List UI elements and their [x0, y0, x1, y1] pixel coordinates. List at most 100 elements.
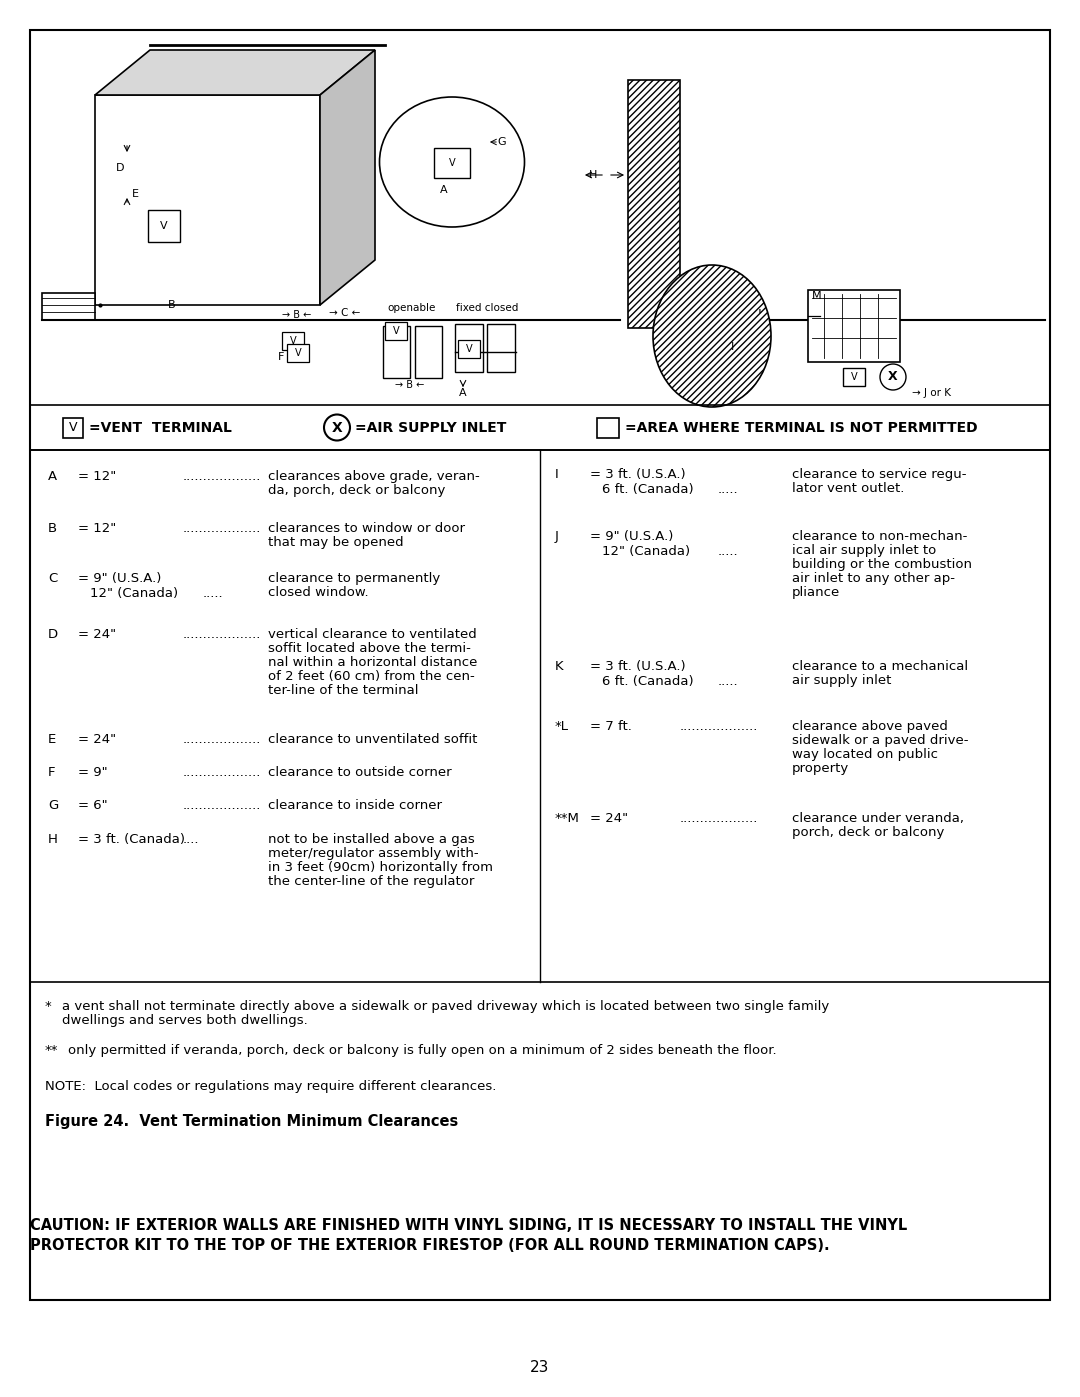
Text: 6 ft. (Canada): 6 ft. (Canada): [602, 483, 693, 496]
Text: ': ': [758, 307, 761, 321]
Text: not to be installed above a gas: not to be installed above a gas: [268, 833, 475, 847]
Text: nal within a horizontal distance: nal within a horizontal distance: [268, 657, 477, 669]
Text: .....: .....: [203, 587, 224, 599]
Text: air inlet to any other ap-: air inlet to any other ap-: [792, 571, 955, 585]
Text: Figure 24.  Vent Termination Minimum Clearances: Figure 24. Vent Termination Minimum Clea…: [45, 1113, 458, 1129]
Text: = 12": = 12": [78, 522, 117, 535]
Text: → B ←: → B ←: [282, 310, 312, 320]
Text: property: property: [792, 761, 849, 775]
Text: = 9": = 9": [78, 766, 108, 780]
Text: soffit located above the termi-: soffit located above the termi-: [268, 643, 471, 655]
Text: *L: *L: [555, 719, 569, 733]
Text: A: A: [441, 184, 448, 196]
Text: 12" (Canada): 12" (Canada): [602, 545, 690, 557]
Text: ...................: ...................: [183, 629, 261, 641]
Text: E: E: [132, 189, 138, 198]
Text: A: A: [459, 388, 467, 398]
Text: only permitted if veranda, porch, deck or balcony is fully open on a minimum of : only permitted if veranda, porch, deck o…: [68, 1044, 777, 1058]
Text: =AREA WHERE TERMINAL IS NOT PERMITTED: =AREA WHERE TERMINAL IS NOT PERMITTED: [625, 420, 977, 434]
Text: 12" (Canada): 12" (Canada): [90, 587, 178, 599]
Text: = 3 ft. (U.S.A.): = 3 ft. (U.S.A.): [590, 659, 686, 673]
Text: G: G: [498, 137, 507, 147]
Text: J: J: [555, 529, 558, 543]
Text: V: V: [160, 221, 167, 231]
Text: ...................: ...................: [680, 719, 758, 733]
Text: = 24": = 24": [590, 812, 629, 826]
Text: that may be opened: that may be opened: [268, 536, 404, 549]
Text: V: V: [289, 337, 296, 346]
Text: V: V: [393, 326, 400, 337]
Text: ...................: ...................: [183, 469, 261, 483]
Circle shape: [880, 365, 906, 390]
Text: V: V: [465, 344, 472, 353]
Text: = 7 ft.: = 7 ft.: [590, 719, 632, 733]
Text: = 9" (U.S.A.): = 9" (U.S.A.): [590, 529, 673, 543]
Text: of 2 feet (60 cm) from the cen-: of 2 feet (60 cm) from the cen-: [268, 671, 475, 683]
Text: = 9" (U.S.A.): = 9" (U.S.A.): [78, 571, 161, 585]
Text: PROTECTOR KIT TO THE TOP OF THE EXTERIOR FIRESTOP (FOR ALL ROUND TERMINATION CAP: PROTECTOR KIT TO THE TOP OF THE EXTERIOR…: [30, 1238, 829, 1253]
Bar: [458, 339, 480, 358]
Text: 6 ft. (Canada): 6 ft. (Canada): [602, 675, 693, 687]
Text: = 3 ft. (U.S.A.): = 3 ft. (U.S.A.): [590, 468, 686, 481]
Text: I: I: [731, 342, 734, 352]
Text: clearance to a mechanical: clearance to a mechanical: [792, 659, 968, 673]
Text: in 3 feet (90cm) horizontally from: in 3 feet (90cm) horizontally from: [268, 861, 492, 875]
Text: vertical clearance to ventilated: vertical clearance to ventilated: [268, 629, 476, 641]
Text: ...................: ...................: [183, 799, 261, 812]
Text: dwellings and serves both dwellings.: dwellings and serves both dwellings.: [62, 1014, 308, 1027]
Text: clearance to unventilated soffit: clearance to unventilated soffit: [268, 733, 477, 746]
Text: ...................: ...................: [183, 733, 261, 746]
Text: clearance under veranda,: clearance under veranda,: [792, 812, 964, 826]
Ellipse shape: [379, 96, 525, 226]
Text: *: *: [45, 1000, 52, 1013]
Text: = 12": = 12": [78, 469, 117, 483]
Bar: [287, 344, 309, 362]
Text: D: D: [116, 163, 124, 173]
Text: air supply inlet: air supply inlet: [792, 673, 891, 687]
Text: .....: .....: [718, 483, 739, 496]
Text: = 3 ft. (Canada): = 3 ft. (Canada): [78, 833, 185, 847]
Bar: [808, 291, 900, 362]
Bar: [415, 326, 442, 379]
Text: way located on public: way located on public: [792, 747, 939, 761]
Text: V: V: [295, 348, 301, 358]
Text: clearance to permanently: clearance to permanently: [268, 571, 441, 585]
Text: C: C: [48, 571, 57, 585]
Bar: [597, 418, 619, 437]
Text: CAUTION: IF EXTERIOR WALLS ARE FINISHED WITH VINYL SIDING, IT IS NECESSARY TO IN: CAUTION: IF EXTERIOR WALLS ARE FINISHED …: [30, 1218, 907, 1234]
Text: H: H: [48, 833, 58, 847]
Text: → C ←: → C ←: [329, 307, 361, 319]
Bar: [383, 326, 410, 379]
Text: the center-line of the regulator: the center-line of the regulator: [268, 875, 474, 888]
Bar: [63, 418, 83, 437]
Bar: [455, 324, 483, 372]
Ellipse shape: [653, 265, 771, 407]
Text: clearance to inside corner: clearance to inside corner: [268, 799, 442, 812]
Bar: [282, 332, 303, 351]
Text: **: **: [45, 1044, 58, 1058]
Polygon shape: [42, 293, 95, 320]
Text: F: F: [48, 766, 55, 780]
Text: H: H: [589, 170, 597, 180]
Text: ical air supply inlet to: ical air supply inlet to: [792, 543, 936, 557]
Text: ...................: ...................: [183, 766, 261, 780]
Text: I: I: [555, 468, 558, 481]
Text: sidewalk or a paved drive-: sidewalk or a paved drive-: [792, 733, 969, 747]
Bar: [843, 367, 865, 386]
Text: .....: .....: [718, 675, 739, 687]
Text: A: A: [48, 469, 57, 483]
Text: V: V: [448, 158, 456, 168]
Text: D: D: [48, 629, 58, 641]
Text: 23: 23: [530, 1361, 550, 1376]
Text: clearance to non-mechan-: clearance to non-mechan-: [792, 529, 968, 543]
Text: clearance to outside corner: clearance to outside corner: [268, 766, 451, 780]
Polygon shape: [320, 50, 375, 305]
Text: = 24": = 24": [78, 733, 117, 746]
Text: G: G: [48, 799, 58, 812]
Text: X: X: [332, 420, 342, 434]
Text: = 6": = 6": [78, 799, 108, 812]
Text: ...................: ...................: [183, 522, 261, 535]
Text: M: M: [812, 291, 822, 300]
Text: .....: .....: [718, 545, 739, 557]
Text: B: B: [168, 300, 176, 310]
